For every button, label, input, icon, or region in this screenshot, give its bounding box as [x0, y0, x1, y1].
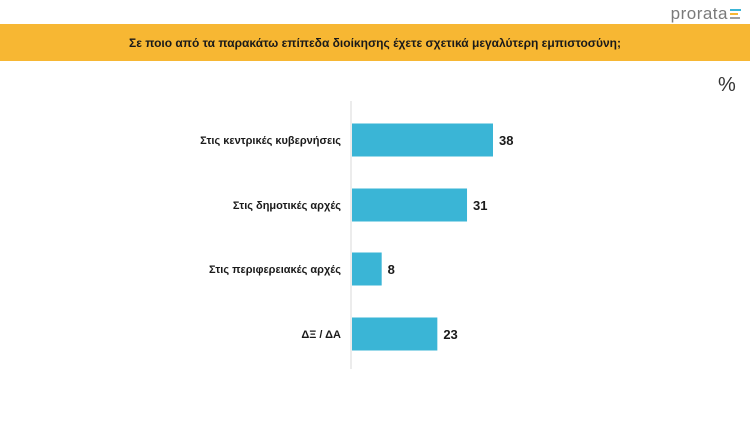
bar [352, 317, 438, 351]
category-label: Στις περιφερειακές αρχές [209, 264, 341, 276]
value-label: 31 [473, 198, 487, 213]
value-label: 38 [499, 133, 513, 148]
category-label: Στις κεντρικές κυβερνήσεις [200, 135, 341, 147]
brand-name: prorata [670, 4, 728, 23]
value-label: 8 [388, 262, 395, 277]
category-label: ΔΞ / ΔΑ [301, 329, 341, 341]
unit-label: % [718, 74, 736, 96]
question-title: Σε ποιο από τα παρακάτω επίπεδα διοίκηση… [129, 35, 621, 50]
bar [352, 252, 382, 286]
value-label: 23 [443, 327, 457, 342]
brand-logo: prorata [671, 4, 742, 24]
bar [352, 188, 468, 222]
bar [352, 123, 493, 157]
question-banner: Σε ποιο από τα παρακάτω επίπεδα διοίκηση… [0, 24, 750, 61]
category-label: Στις δημοτικές αρχές [233, 200, 341, 212]
brand-bars-icon [730, 9, 741, 19]
